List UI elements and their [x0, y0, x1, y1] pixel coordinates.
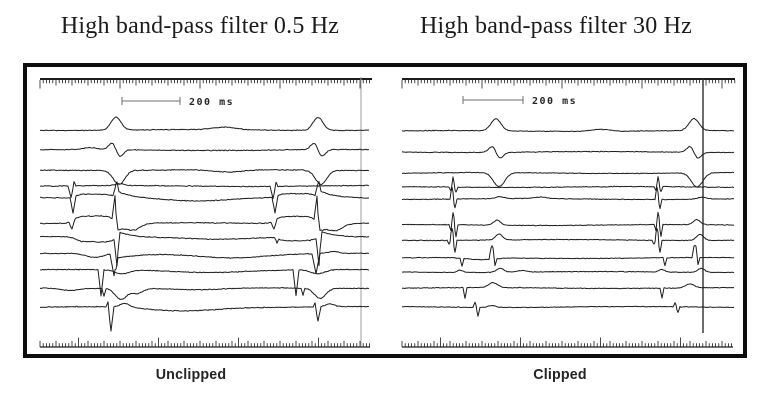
- ecg-trace: [39, 287, 370, 300]
- ecg-trace: [39, 301, 370, 332]
- panel-title-left: High band-pass filter 0.5 Hz: [60, 13, 340, 39]
- top-ruler-ticks: [401, 80, 736, 89]
- ecg-trace: [39, 116, 370, 132]
- ecg-trace: [39, 195, 370, 232]
- scale-bar: [462, 96, 524, 104]
- ecg-trace: [401, 282, 735, 299]
- ecg-trace: [401, 186, 735, 210]
- ecg-trace: [401, 244, 735, 267]
- ecg-trace: [39, 268, 370, 297]
- ecg-trace: [402, 211, 735, 238]
- ecg-trace: [401, 267, 735, 274]
- ecg-trace: [39, 250, 370, 277]
- scale-bar: [121, 97, 181, 105]
- scale-bar-label: 200 ms: [189, 97, 234, 108]
- ecg-trace: [401, 117, 735, 133]
- ecg-trace: [401, 301, 735, 317]
- ecg-trace: [39, 181, 370, 199]
- panel-caption-left: Unclipped: [155, 366, 227, 383]
- ecg-trace: [39, 180, 370, 214]
- panel-caption-right: Clipped: [533, 366, 587, 383]
- bottom-ruler-ticks: [401, 337, 732, 347]
- scale-bar-label: 200 ms: [532, 96, 577, 107]
- figure-frame: [23, 63, 747, 358]
- ecg-trace: [401, 146, 735, 159]
- panel-title-right: High band-pass filter 30 Hz: [419, 13, 693, 39]
- top-ruler-ticks: [39, 80, 370, 89]
- ecg-trace: [39, 168, 370, 185]
- ecg-trace: [401, 227, 735, 253]
- ecg-trace: [39, 142, 370, 158]
- ecg-trace: [39, 231, 370, 267]
- bottom-ruler-ticks: [39, 337, 370, 347]
- ecg-trace: [401, 176, 735, 193]
- ecg-trace: [401, 171, 735, 188]
